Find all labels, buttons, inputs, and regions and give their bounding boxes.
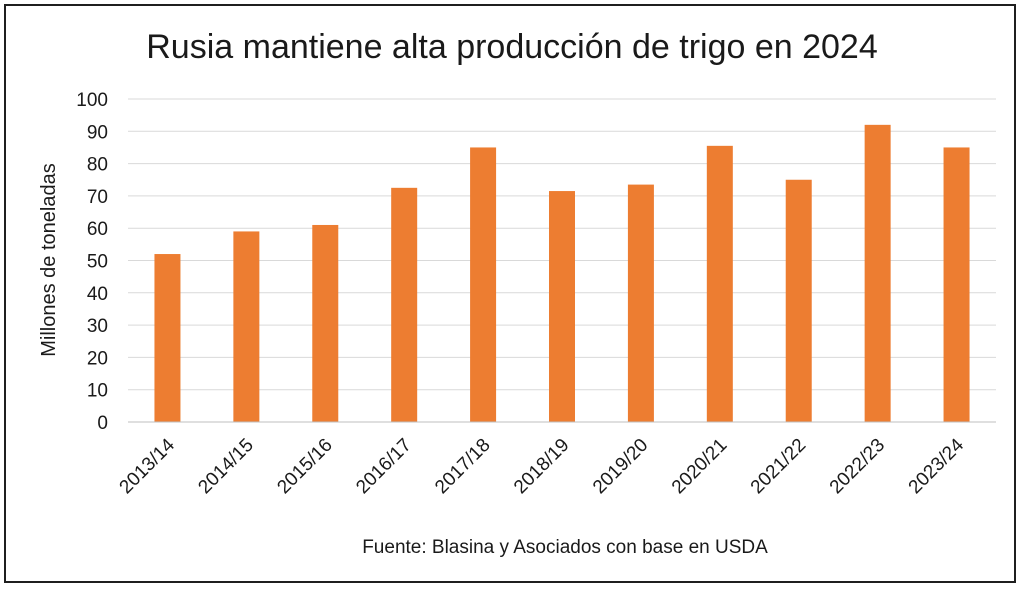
y-tick-label: 80 <box>87 155 108 176</box>
bar-2020-21 <box>706 145 733 422</box>
x-tick-label: 2018/19 <box>510 435 573 498</box>
y-tick-label: 70 <box>87 187 108 208</box>
x-tick-label: 2023/24 <box>905 434 969 498</box>
y-tick-label: 90 <box>87 122 108 143</box>
x-tick-label: 2019/20 <box>589 435 652 498</box>
y-tick-label: 30 <box>87 316 108 337</box>
bar-2017-18 <box>470 147 497 422</box>
x-tick-labels: 2013/14 2014/15 2015/16 2016/17 2017/18 2018/… <box>116 434 969 498</box>
x-tick-label: 2014/15 <box>194 435 257 498</box>
y-tick-labels: 0 10 20 30 40 50 60 70 80 90 100 <box>76 90 108 434</box>
bar-2021-22 <box>785 179 812 422</box>
x-tick-label: 2022/23 <box>826 435 889 498</box>
chart-title: Rusia mantiene alta producción de trigo … <box>146 28 877 66</box>
x-tick-label: 2020/21 <box>668 435 731 498</box>
bar-2016-17 <box>391 187 418 422</box>
y-tick-label: 20 <box>87 348 108 369</box>
y-tick-label: 100 <box>76 90 108 111</box>
bar-2015-16 <box>312 224 339 422</box>
bar-2014-15 <box>233 231 260 422</box>
x-tick-label: 2015/16 <box>273 435 336 498</box>
y-tick-label: 0 <box>97 413 108 434</box>
y-tick-label: 10 <box>87 381 108 402</box>
bar-2013-14 <box>154 254 181 422</box>
bar-2018-19 <box>549 191 575 422</box>
bar-2023-24 <box>943 147 970 422</box>
bar-2019-20 <box>627 184 654 422</box>
bars <box>154 124 970 422</box>
gridlines <box>128 98 996 391</box>
y-axis-label: Millones de toneladas <box>38 163 60 356</box>
x-tick-label: 2017/18 <box>431 435 494 498</box>
y-tick-label: 40 <box>87 284 108 305</box>
x-tick-label: 2021/22 <box>747 435 810 498</box>
y-tick-label: 50 <box>87 252 108 273</box>
x-tick-label: 2016/17 <box>352 435 415 498</box>
x-tick-label: 2013/14 <box>116 434 180 498</box>
y-tick-label: 60 <box>87 219 108 240</box>
source-note: Fuente: Blasina y Asociados con base en … <box>362 537 768 558</box>
bar-2022-23 <box>864 124 891 422</box>
